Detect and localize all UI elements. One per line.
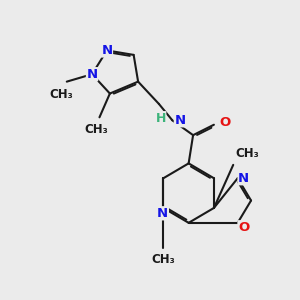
Text: CH₃: CH₃ <box>236 146 259 160</box>
Text: CH₃: CH₃ <box>50 88 73 101</box>
Text: O: O <box>238 221 249 234</box>
Text: N: N <box>86 68 98 81</box>
Text: O: O <box>219 116 230 129</box>
Text: CH₃: CH₃ <box>84 123 108 136</box>
Text: H: H <box>155 112 166 125</box>
Text: N: N <box>238 172 249 185</box>
Text: CH₃: CH₃ <box>152 254 175 266</box>
Text: N: N <box>157 207 168 220</box>
Text: N: N <box>174 114 185 127</box>
Text: N: N <box>101 44 112 57</box>
